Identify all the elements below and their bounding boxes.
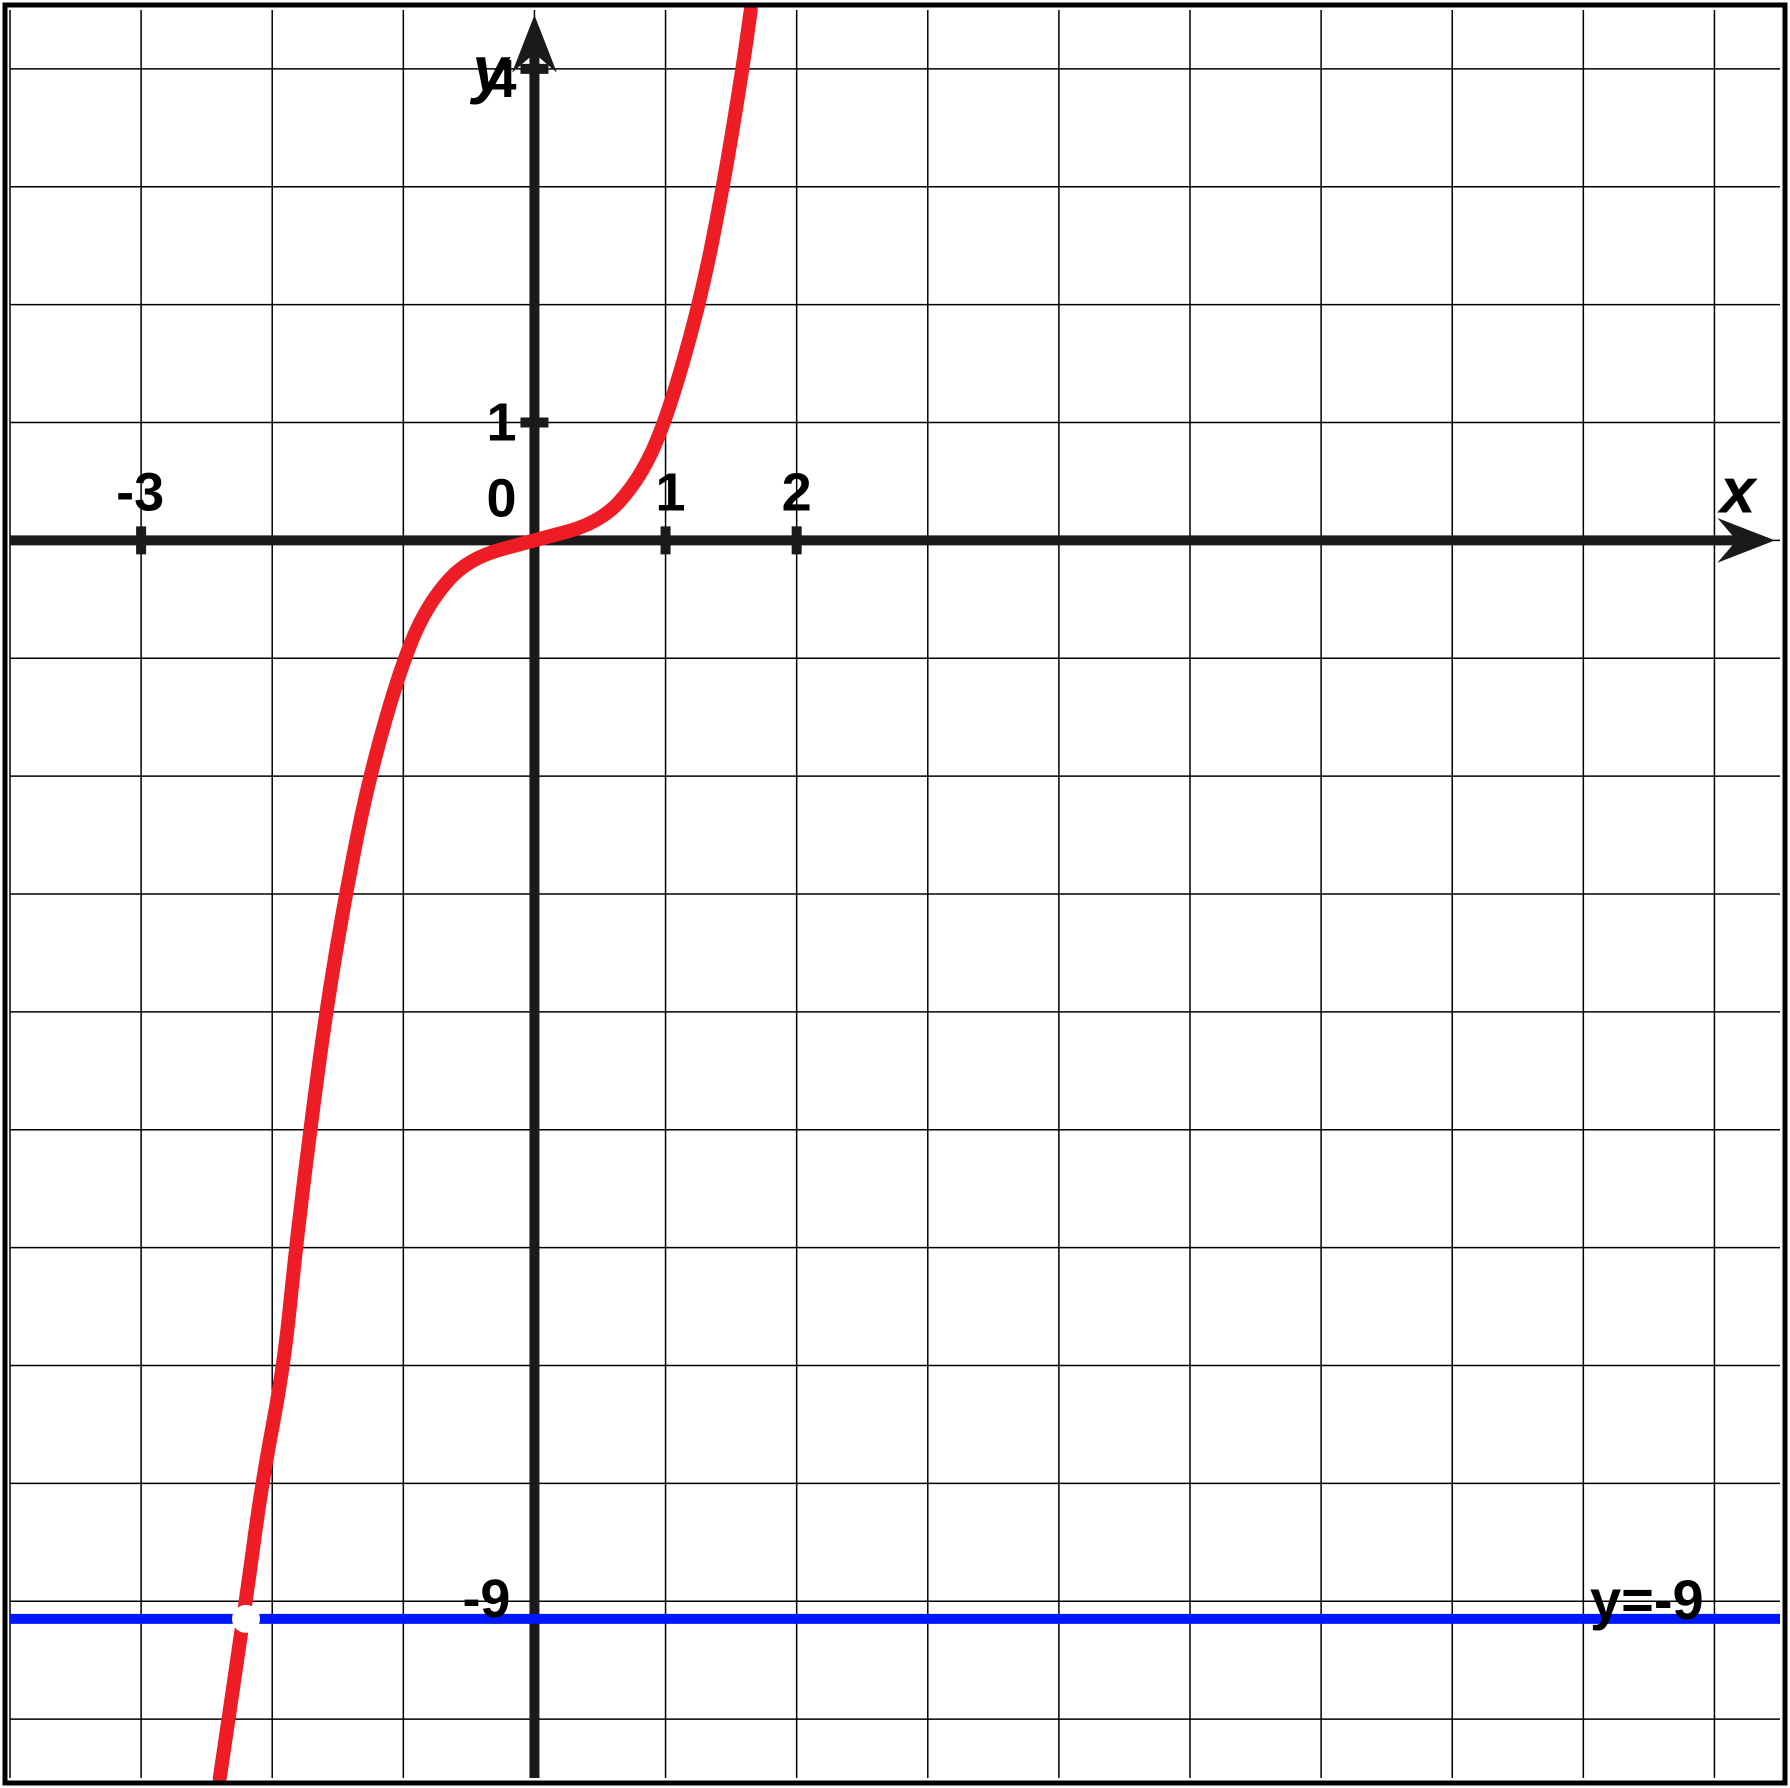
chart-container: yx41-3012-9y=-9 bbox=[0, 0, 1790, 1788]
tick-label: -3 bbox=[116, 462, 164, 522]
horizontal-line-label: y=-9 bbox=[1590, 1568, 1704, 1631]
x-axis-label: x bbox=[1717, 454, 1758, 526]
coordinate-chart: yx41-3012-9y=-9 bbox=[0, 0, 1790, 1788]
tick-label: 1 bbox=[656, 462, 686, 522]
tick-label: 2 bbox=[782, 462, 812, 522]
intersection-point bbox=[232, 1605, 260, 1633]
tick-label: -9 bbox=[462, 1569, 510, 1629]
tick-label: 1 bbox=[486, 393, 516, 453]
origin-label: 0 bbox=[486, 468, 516, 528]
tick-label: 4 bbox=[486, 49, 516, 109]
